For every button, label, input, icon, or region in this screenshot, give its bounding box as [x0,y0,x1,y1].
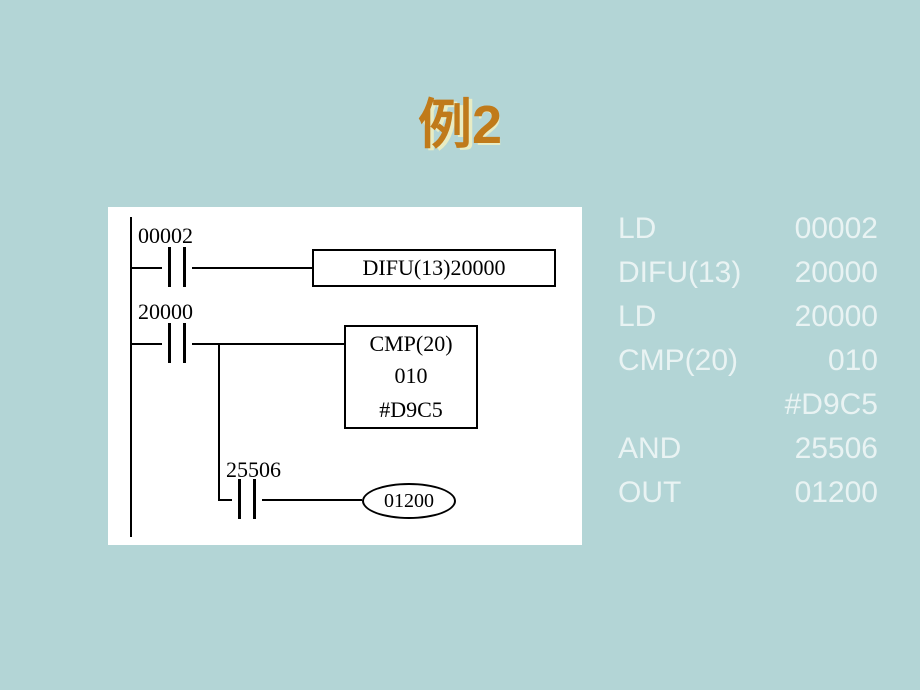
cmp-p2-box: #D9C5 [344,393,478,429]
ladder-diagram: 00002 DIFU(13)20000 20000 CMP(20) 010 #D… [108,207,582,545]
cmp-p1-box: 010 [344,359,478,395]
contact-1 [162,247,192,287]
rung2-wire-a [132,343,162,345]
code-row: DIFU(13)20000 [618,251,878,295]
output-coil: 01200 [362,483,456,519]
branch-wire-b [262,499,362,501]
code-row: AND25506 [618,427,878,471]
rung1-wire-b [192,267,312,269]
instruction-list: LD00002 DIFU(13)20000 LD20000 CMP(20)010… [618,207,878,515]
code-row: LD00002 [618,207,878,251]
rung1-wire-a [132,267,162,269]
code-row: #D9C5 [618,383,878,427]
left-rail [130,217,132,537]
code-row: OUT01200 [618,471,878,515]
branch-wire-a [218,499,232,501]
contact-label-1: 00002 [138,223,193,249]
contact-3 [232,479,262,519]
cmp-box: CMP(20) [344,325,478,363]
code-row: LD20000 [618,295,878,339]
contact-label-2: 20000 [138,299,193,325]
rung2-wire-b [192,343,344,345]
contact-2 [162,323,192,363]
code-row: CMP(20)010 [618,339,878,383]
difu-box: DIFU(13)20000 [312,249,556,287]
branch-vertical [218,343,220,501]
slide-title: 例2 [0,80,920,159]
